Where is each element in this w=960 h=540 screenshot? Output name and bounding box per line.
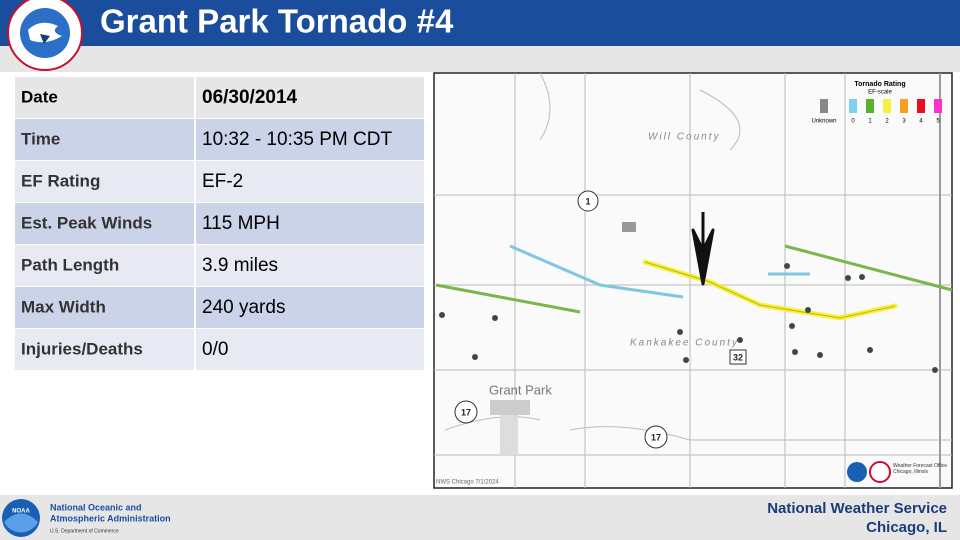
legend-subtitle: EF-scale	[868, 90, 892, 96]
table-cell	[15, 287, 194, 328]
legend-swatch	[934, 99, 942, 113]
office-line: Chicago, IL	[866, 519, 947, 536]
legend-label: 5	[936, 119, 940, 125]
row-value: 06/30/2014	[202, 87, 298, 108]
legend-swatch	[917, 99, 925, 113]
agency-line: Atmospheric Administration	[50, 513, 171, 523]
table-cell	[196, 161, 424, 202]
agency-line: National Oceanic and	[50, 502, 142, 512]
county-label: Will County	[648, 132, 720, 143]
row-value: EF-2	[202, 171, 243, 192]
row-value: 10:32 - 10:35 PM CDT	[202, 129, 392, 150]
noaa-text: NOAA	[12, 509, 30, 515]
table-cell	[15, 203, 194, 244]
row-label: Path Length	[21, 255, 119, 274]
legend-swatch	[883, 99, 891, 113]
row-value: 240 yards	[202, 297, 285, 318]
table-cell	[196, 77, 424, 118]
row-label: Date	[21, 87, 58, 106]
legend-label: 1	[868, 119, 872, 125]
legend-swatch	[849, 99, 857, 113]
table-cell	[15, 329, 194, 370]
legend-title: Tornado Rating	[854, 81, 905, 88]
route-label: 17	[651, 432, 661, 442]
row-label: EF Rating	[21, 171, 100, 190]
department: U.S. Department of Commerce	[50, 528, 119, 534]
table-cell	[15, 161, 194, 202]
slide-title: Grant Park Tornado #4	[100, 3, 454, 40]
table-cell	[196, 329, 424, 370]
legend-label: 3	[902, 119, 906, 125]
route-label: 32	[733, 352, 743, 362]
map: 1 32 17 17 Will County Kankakee County G…	[433, 72, 953, 489]
legend-swatch	[820, 99, 828, 113]
row-value: 3.9 miles	[202, 255, 278, 276]
map-credit: NWS Chicago 7/1/2024	[436, 480, 499, 486]
legend-label: 2	[885, 119, 889, 125]
legend-swatch	[900, 99, 908, 113]
legend-swatch	[866, 99, 874, 113]
route-label: 17	[461, 407, 471, 417]
table-cell	[15, 119, 194, 160]
town-label: Grant Park	[489, 382, 552, 397]
table-cell	[196, 287, 424, 328]
header-bar	[0, 0, 960, 46]
table-cell	[196, 119, 424, 160]
info-table: Date 06/30/2014 Time 10:32 - 10:35 PM CDT EF…	[15, 77, 424, 370]
row-label: Est. Peak Winds	[21, 213, 152, 232]
office-text: Weather Forecast Office Chicago, Illinoi…	[893, 463, 948, 475]
table-cell	[196, 203, 424, 244]
office-note: Weather Forecast Office Chicago, Illinoi…	[893, 463, 948, 475]
nws-logo	[7, 0, 83, 71]
row-label: Max Width	[21, 297, 106, 316]
row-label: Injuries/Deaths	[21, 339, 143, 358]
table-cell	[15, 77, 194, 118]
legend-label: 4	[919, 119, 923, 125]
legend-label: Unknown	[811, 119, 836, 125]
footer-bar	[0, 495, 960, 540]
row-value: 0/0	[202, 339, 228, 360]
row-label: Time	[21, 129, 60, 148]
office-line: National Weather Service	[767, 500, 947, 517]
legend-label: 0	[851, 119, 855, 125]
table-cell	[196, 245, 424, 286]
header-strip	[0, 46, 960, 72]
row-value: 115 MPH	[202, 213, 280, 234]
table-cell	[15, 245, 194, 286]
county-label: Kankakee County	[630, 338, 739, 349]
noaa-logo: NOAA	[2, 499, 40, 537]
route-label: 1	[585, 196, 590, 206]
legend: Tornado Rating EF-scale Unknown 0 1 2 3 4 5	[811, 81, 942, 125]
